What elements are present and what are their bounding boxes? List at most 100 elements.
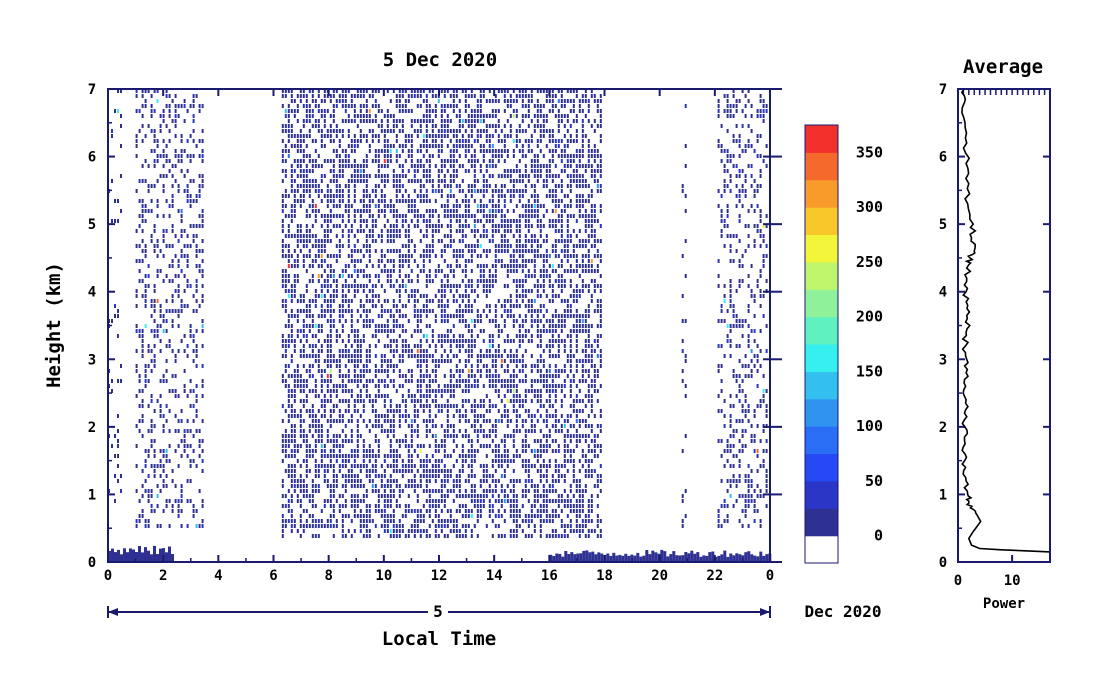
heatmap-cell bbox=[353, 354, 356, 358]
heatmap-cell bbox=[428, 344, 431, 348]
heatmap-cell bbox=[521, 439, 524, 443]
heatmap-cell bbox=[416, 214, 419, 218]
heatmap-cell bbox=[326, 479, 329, 483]
heatmap-cell bbox=[383, 489, 386, 493]
heatmap-cell bbox=[290, 294, 293, 298]
heatmap-cell bbox=[437, 514, 440, 518]
heatmap-cell bbox=[189, 499, 192, 503]
heatmap-cell bbox=[383, 299, 386, 303]
heatmap-cell bbox=[488, 174, 491, 178]
heatmap-cell bbox=[518, 89, 521, 93]
heatmap-cell bbox=[383, 324, 386, 328]
heatmap-cell bbox=[428, 179, 431, 183]
heatmap-cell bbox=[201, 159, 204, 163]
heatmap-cell bbox=[461, 189, 464, 193]
heatmap-cell bbox=[338, 254, 341, 258]
heatmap-cell bbox=[317, 294, 320, 298]
heatmap-cell bbox=[323, 109, 326, 113]
heatmap-cell bbox=[422, 264, 425, 268]
heatmap-cell bbox=[401, 489, 404, 493]
heatmap-cell bbox=[281, 239, 284, 243]
heatmap-cell bbox=[353, 269, 356, 273]
heatmap-cell bbox=[446, 114, 449, 118]
heatmap-cell bbox=[521, 99, 524, 103]
heatmap-cell bbox=[497, 194, 500, 198]
heatmap-cell bbox=[398, 419, 401, 423]
heatmap-cell bbox=[326, 274, 329, 278]
heatmap-cell bbox=[527, 124, 530, 128]
heatmap-cell bbox=[290, 144, 293, 148]
heatmap-cell bbox=[422, 234, 425, 238]
heatmap-cell bbox=[359, 519, 362, 523]
heatmap-cell bbox=[299, 419, 302, 423]
heatmap-cell bbox=[524, 189, 527, 193]
heatmap-cell bbox=[476, 384, 479, 388]
heatmap-cell bbox=[428, 119, 431, 123]
heatmap-cell bbox=[467, 114, 470, 118]
heatmap-cell bbox=[485, 249, 488, 253]
heatmap-cell bbox=[201, 184, 204, 188]
heatmap-cell bbox=[485, 294, 488, 298]
heatmap-cell bbox=[344, 349, 347, 353]
heatmap-cell bbox=[368, 109, 371, 113]
heatmap-cell bbox=[150, 234, 153, 238]
heatmap-cell bbox=[359, 299, 362, 303]
heatmap-cell bbox=[141, 229, 144, 233]
heatmap-cell bbox=[425, 474, 428, 478]
heatmap-cell bbox=[482, 284, 485, 288]
heatmap-cell bbox=[383, 164, 386, 168]
heatmap-cell bbox=[389, 234, 392, 238]
heatmap-cell bbox=[156, 274, 159, 278]
heatmap-cell bbox=[470, 334, 473, 338]
heatmap-cell bbox=[320, 379, 323, 383]
heatmap-cell bbox=[290, 434, 293, 438]
heatmap-cell bbox=[485, 289, 488, 293]
heatmap-cell bbox=[425, 194, 428, 198]
heatmap-cell bbox=[494, 359, 497, 363]
heatmap-cell bbox=[162, 139, 165, 143]
heatmap-cell bbox=[362, 94, 365, 98]
heatmap-cell bbox=[374, 384, 377, 388]
heatmap-cell bbox=[413, 259, 416, 263]
heatmap-cell bbox=[293, 424, 296, 428]
heatmap-cell bbox=[329, 319, 332, 323]
heatmap-cell bbox=[198, 249, 201, 253]
heatmap-cell bbox=[365, 359, 368, 363]
heatmap-cell bbox=[281, 304, 284, 308]
heatmap-cell bbox=[497, 99, 500, 103]
heatmap-cell bbox=[389, 269, 392, 273]
heatmap-cell bbox=[347, 459, 350, 463]
heatmap-cell bbox=[473, 164, 476, 168]
heatmap-cell bbox=[428, 499, 431, 503]
heatmap-cell bbox=[401, 259, 404, 263]
heatmap-cell bbox=[195, 464, 198, 468]
heatmap-cell bbox=[503, 249, 506, 253]
heatmap-cell bbox=[464, 524, 467, 528]
heatmap-cell bbox=[506, 189, 509, 193]
heatmap-cell bbox=[338, 224, 341, 228]
heatmap-cell bbox=[515, 504, 518, 508]
heatmap-cell bbox=[335, 404, 338, 408]
heatmap-cell bbox=[440, 164, 443, 168]
heatmap-cell bbox=[189, 159, 192, 163]
heatmap-cell bbox=[156, 139, 159, 143]
heatmap-cell bbox=[404, 329, 407, 333]
heatmap-cell bbox=[437, 154, 440, 158]
heatmap-cell bbox=[138, 519, 141, 523]
heatmap-cell bbox=[470, 329, 473, 333]
heatmap-cell bbox=[521, 249, 524, 253]
heatmap-cell bbox=[377, 454, 380, 458]
heatmap-cell bbox=[150, 104, 153, 108]
heatmap-cell bbox=[138, 379, 141, 383]
heatmap-cell bbox=[521, 214, 524, 218]
heatmap-cell bbox=[353, 284, 356, 288]
heatmap-cell bbox=[293, 294, 296, 298]
heatmap-cell bbox=[389, 199, 392, 203]
heatmap-cell bbox=[485, 284, 488, 288]
heatmap-cell bbox=[111, 444, 113, 448]
heatmap-cell bbox=[524, 439, 527, 443]
heatmap-cell bbox=[482, 229, 485, 233]
heatmap-cell bbox=[518, 129, 521, 133]
heatmap-cell bbox=[371, 239, 374, 243]
heatmap-cell bbox=[512, 519, 515, 523]
